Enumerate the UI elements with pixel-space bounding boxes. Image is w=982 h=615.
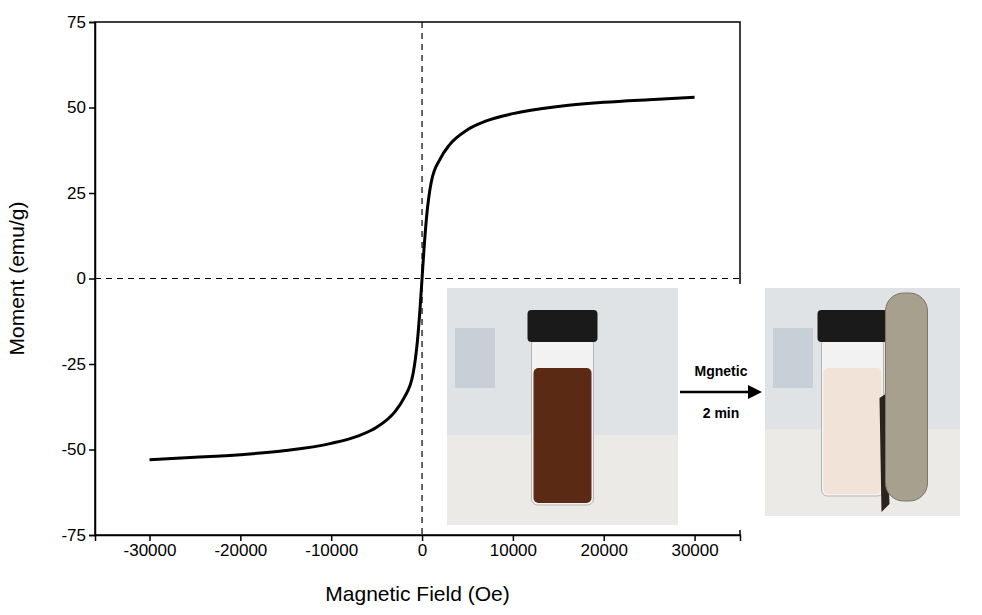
inset-background [440,284,970,530]
photo-detail [455,328,495,388]
x-axis-title: Magnetic Field (Oe) [325,582,509,605]
y-tick-label: 50 [67,98,86,117]
photo-background [447,288,678,525]
arrow-head [748,385,762,399]
x-tick: -20000 [214,535,267,560]
photo-detail [773,328,813,388]
reference-lines [95,22,740,535]
y-tick: -25 [61,355,95,374]
photo [765,288,960,516]
annotation: 2 min [703,405,740,421]
vial-liquid [534,368,592,503]
photo-background [765,288,960,516]
vial [822,338,884,496]
x-tick-label: 10000 [490,541,537,560]
y-tick-mark [89,193,95,195]
arrow-shaft [680,391,752,394]
y-tick: 75 [67,13,95,32]
vial [532,338,594,505]
y-tick-mark [89,107,95,109]
chart: -30000 -20000 -10000 0 10000 20000 30000 -75 -50… [0,0,982,615]
y-tick-mark [89,364,95,366]
y-axis-title: Moment (emu/g) [5,201,28,355]
x-tick-label: 20000 [581,541,628,560]
y-tick-label: 75 [67,13,86,32]
vial-cap [818,310,888,342]
y-tick-mark [89,278,95,280]
x-tick: -30000 [124,535,177,560]
y-tick-label: -25 [61,355,86,374]
y-tick-mark [89,449,95,451]
y-tick: 25 [67,184,95,203]
x-tick: -10000 [305,535,358,560]
vial-cap [528,310,598,342]
y-axis: -75 -50 -25 0 25 50 75 [61,13,95,545]
y-axis-line [89,23,96,536]
y-tick: -50 [61,440,95,459]
y-tick-label: -75 [61,526,86,545]
x-axis: -30000 -20000 -10000 0 10000 20000 30000 [96,535,741,560]
x-tick-label: -10000 [305,541,358,560]
y-tick-label: 25 [67,184,86,203]
x-tick: 30000 [671,535,718,560]
x-tick-label: 30000 [671,541,718,560]
y-tick-mark [89,22,95,24]
x-tick: 0 [418,535,427,560]
x-tick: 10000 [490,535,537,560]
y-tick: 50 [67,98,95,117]
inset: Mgnetic 2 min [440,284,970,530]
x-tick-label: -30000 [124,541,177,560]
annotation: Mgnetic [695,363,748,379]
plot-frame [95,22,740,535]
x-tick-label: 0 [418,541,427,560]
x-tick-label: -20000 [214,541,267,560]
reference-line [95,278,740,279]
y-tick: 0 [77,269,95,288]
y-tick-label: 0 [77,269,86,288]
y-tick-mark [89,535,95,537]
magnet [886,293,928,501]
y-tick: -75 [61,526,95,545]
y-tick-label: -50 [61,440,86,459]
x-tick: 20000 [581,535,628,560]
vial-liquid [824,368,882,494]
photo [447,288,678,525]
